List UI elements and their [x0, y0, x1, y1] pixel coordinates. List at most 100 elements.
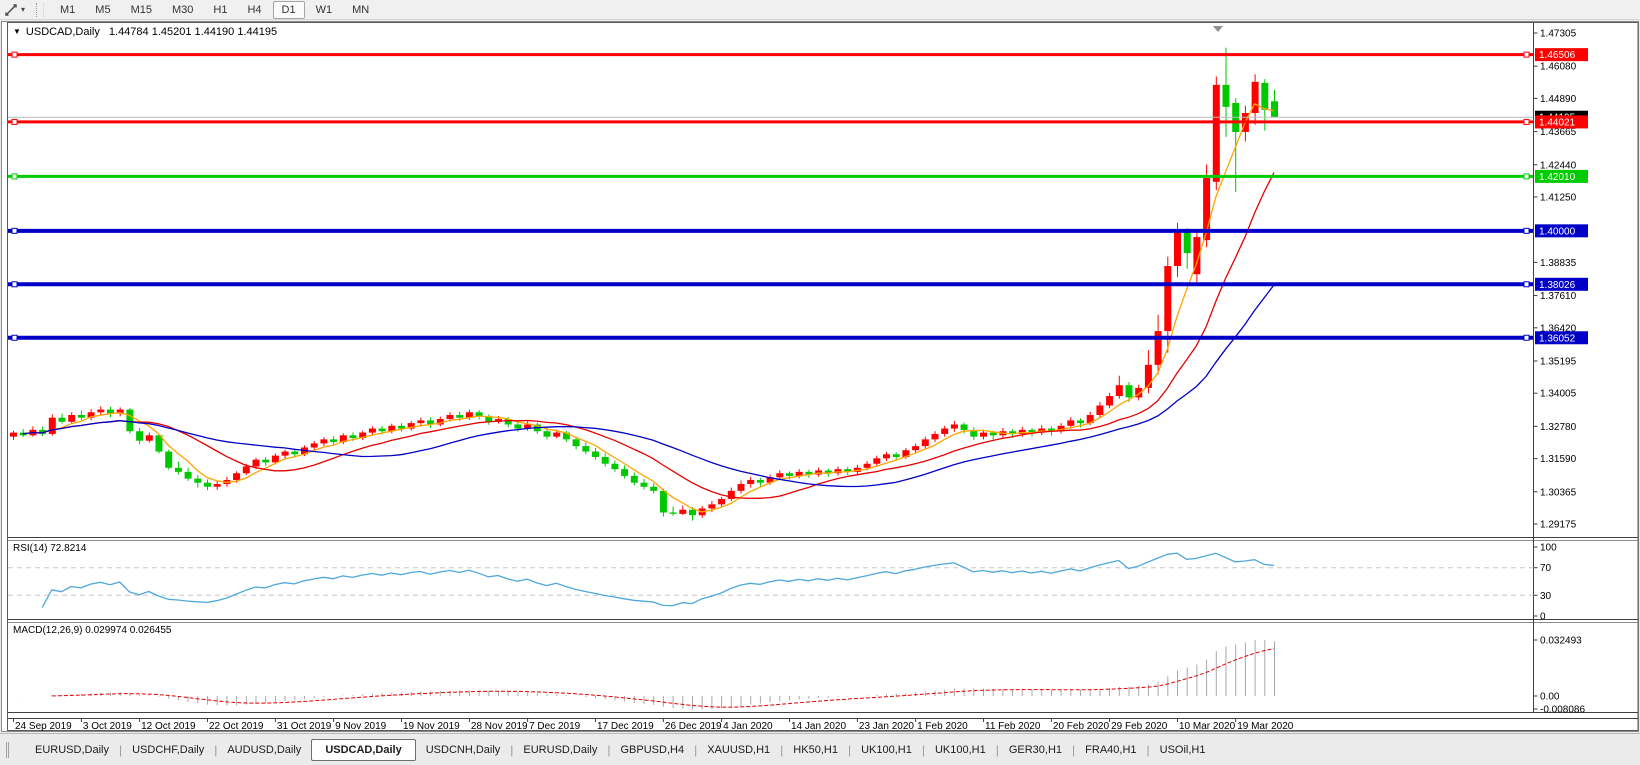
candle: [689, 509, 696, 516]
date-label: 19 Nov 2019: [403, 721, 460, 732]
line-handle[interactable]: [11, 51, 18, 58]
candle: [1164, 266, 1172, 332]
date-label: 22 Oct 2019: [209, 721, 264, 732]
timeframe-button-group: M1 M5 M15 M30 H1 H4 D1 W1 MN: [51, 0, 378, 19]
chevron-down-icon[interactable]: ▾: [21, 5, 26, 14]
chart-window-border: [7, 22, 1639, 731]
chart-tab-eurusd-daily[interactable]: EURUSD,Daily: [523, 743, 598, 756]
candle: [650, 486, 658, 491]
candle: [592, 451, 599, 457]
timeframe-button-h4[interactable]: H4: [247, 3, 262, 16]
candle: [126, 409, 134, 432]
chart-tab-usdcnh-daily[interactable]: USDCNH,Daily: [425, 743, 501, 756]
candle: [1193, 237, 1201, 275]
line-handle[interactable]: [1523, 173, 1530, 180]
chart-tab-hk50-h1[interactable]: HK50,H1: [793, 743, 838, 756]
candle: [310, 443, 318, 448]
timeframe-button-h1[interactable]: H1: [213, 3, 228, 16]
candle: [252, 459, 260, 467]
candle: [194, 478, 202, 483]
candle: [330, 439, 338, 443]
chart-tab-eurusd-daily[interactable]: EURUSD,Daily: [35, 743, 109, 756]
price-tick-label: 1.46080: [1540, 62, 1577, 73]
candle: [281, 451, 289, 456]
candle: [262, 459, 270, 463]
tab-separator: |: [1072, 742, 1076, 757]
chart-tab-audusd-daily[interactable]: AUDUSD,Daily: [227, 743, 302, 756]
chart-tab-gbpusd-h4[interactable]: GBPUSD,H4: [620, 743, 685, 756]
candle: [1009, 431, 1017, 434]
timeframe-button-m15[interactable]: M15: [130, 3, 152, 16]
chart-tab-ger30-h1[interactable]: GER30,H1: [1008, 743, 1063, 756]
timeframe-button-d1[interactable]: D1: [272, 0, 305, 19]
chart-tab-uk100-h1[interactable]: UK100,H1: [861, 743, 912, 756]
candle: [1096, 405, 1104, 415]
chart-tools-icon[interactable]: [3, 2, 19, 18]
candle: [562, 432, 570, 440]
chart-canvas[interactable]: 1.47305 1.46080 1.44890 1.43665 1.42440 1.412…: [0, 0, 1640, 733]
price-line-label: 1.36052: [1539, 333, 1576, 344]
candle: [475, 412, 483, 417]
price-tick-label: 1.44890: [1540, 94, 1577, 105]
date-label: 4 Jan 2020: [723, 721, 773, 732]
chart-shift-marker[interactable]: [1213, 26, 1223, 32]
date-label: 1 Feb 2020: [917, 721, 968, 732]
candle: [1106, 396, 1114, 406]
chart-tab-xauusd-h1[interactable]: XAUUSD,H1: [707, 743, 771, 756]
timeframe-button-m5[interactable]: M5: [95, 3, 111, 16]
price-line-label-box: [1535, 331, 1588, 345]
candle: [184, 471, 192, 479]
timeframe-button-mn[interactable]: MN: [352, 3, 370, 16]
line-handle[interactable]: [1523, 281, 1530, 288]
line-handle[interactable]: [11, 173, 18, 180]
chart-tab-usoil-h1[interactable]: USOil,H1: [1159, 743, 1206, 756]
price-tick-label: 1.29175: [1540, 519, 1577, 530]
candle: [659, 490, 667, 513]
date-label: 10 Mar 2020: [1179, 721, 1236, 732]
date-axis[interactable]: 24 Sep 2019 3 Oct 2019 12 Oct 2019 22 Oct 2…: [8, 718, 1638, 732]
price-line-label-box: [1535, 48, 1588, 62]
candle: [795, 471, 803, 476]
tab-separator: |: [780, 742, 784, 757]
candle: [863, 463, 871, 468]
candle: [378, 428, 386, 432]
line-handle[interactable]: [1523, 118, 1530, 125]
candle: [417, 420, 425, 424]
timeframe-button-m30[interactable]: M30: [171, 3, 194, 16]
candle: [921, 439, 929, 447]
candle: [1203, 178, 1211, 241]
chart-tab-fra40-h1[interactable]: FRA40,H1: [1085, 743, 1137, 756]
macd-axis[interactable]: 0.032493 0.00 -0.008086: [1533, 636, 1586, 716]
price-line-label: 1.42010: [1539, 172, 1576, 183]
candle: [960, 424, 968, 430]
price-tick-label: 1.30365: [1540, 487, 1577, 498]
candle: [291, 451, 299, 455]
candle: [68, 414, 76, 422]
timeframe-button-m1[interactable]: M1: [60, 3, 76, 16]
line-handle[interactable]: [1523, 51, 1530, 58]
chart-tab-uk100-h1[interactable]: UK100,H1: [934, 743, 986, 756]
candle: [398, 425, 405, 429]
line-handle[interactable]: [11, 334, 18, 341]
line-handle[interactable]: [1523, 227, 1530, 234]
candle: [756, 479, 764, 483]
candle: [155, 435, 163, 452]
line-handle[interactable]: [11, 118, 18, 125]
chart-tab-usdcad-daily[interactable]: USDCAD,Daily: [311, 738, 416, 761]
timeframe-button-w1[interactable]: W1: [315, 3, 333, 16]
price-line-label-box: [1535, 224, 1588, 238]
candle: [514, 424, 522, 429]
candle: [873, 458, 881, 464]
tab-separator: |: [995, 742, 999, 757]
line-handle[interactable]: [1523, 334, 1530, 341]
candle: [271, 455, 279, 463]
rsi-panel: [8, 552, 1534, 609]
macd-tick-label: 0.032493: [1540, 636, 1582, 647]
line-handle[interactable]: [11, 281, 18, 288]
rsi-axis[interactable]: 100 70 30 0: [1533, 543, 1558, 623]
chart-tab-usdchf-daily[interactable]: USDCHF,Daily: [132, 743, 205, 756]
price-axis[interactable]: 1.47305 1.46080 1.44890 1.43665 1.42440 1.412…: [1533, 23, 1589, 712]
candle: [1144, 364, 1152, 388]
line-handle[interactable]: [11, 227, 18, 234]
candle: [320, 439, 328, 444]
